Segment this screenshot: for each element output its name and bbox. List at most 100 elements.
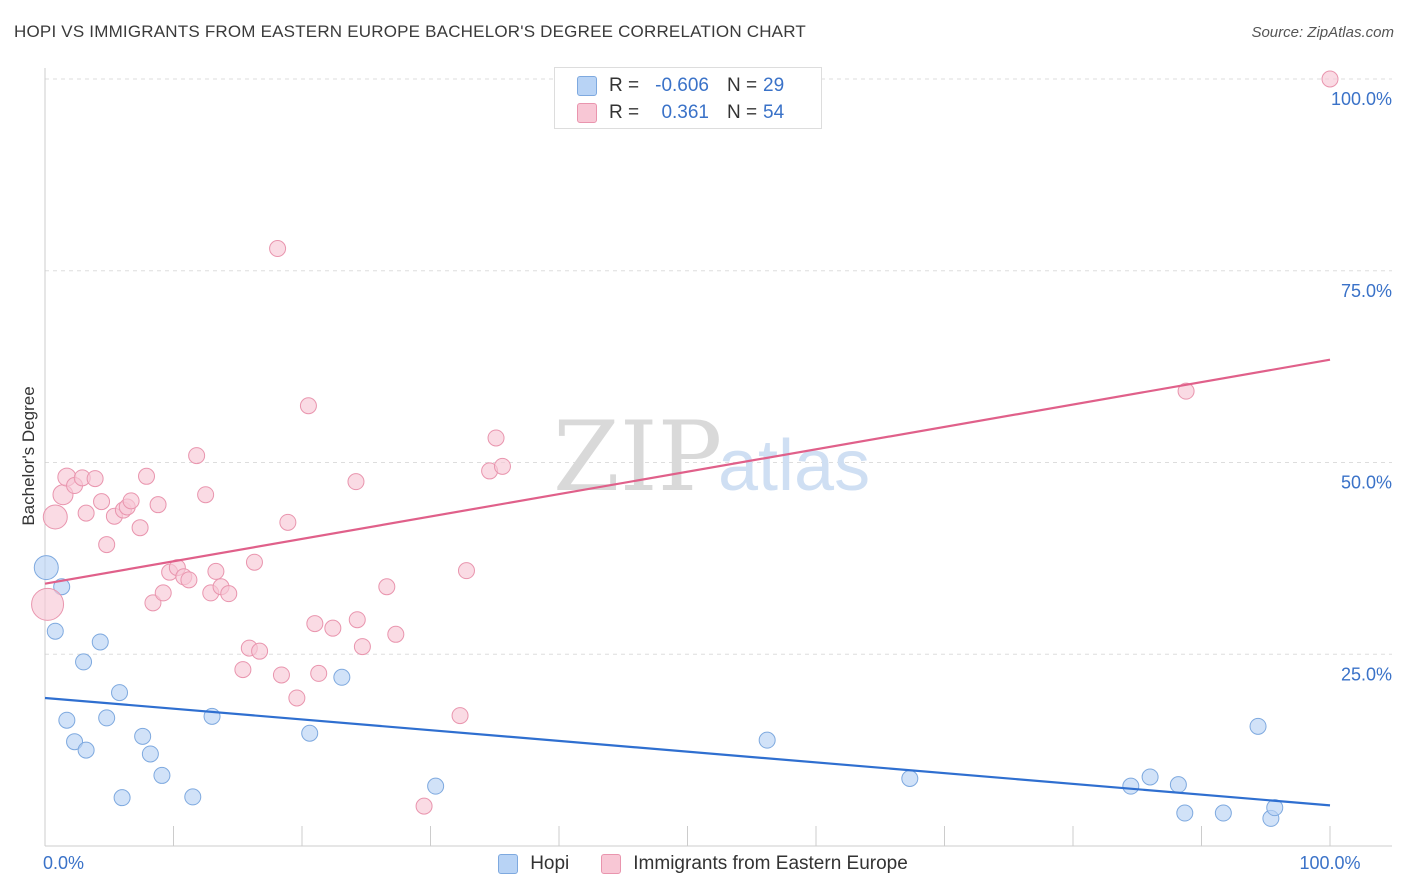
ee-point[interactable] bbox=[31, 587, 65, 621]
legend-item-ee[interactable]: Immigrants from Eastern Europe bbox=[601, 853, 908, 875]
n-label: N = bbox=[727, 102, 758, 123]
y-tick-label: 50.0% bbox=[1341, 473, 1392, 493]
n-label: N = bbox=[727, 75, 758, 96]
r-label: R = bbox=[609, 102, 640, 123]
hopi-point[interactable] bbox=[46, 622, 64, 640]
hopi-point[interactable] bbox=[33, 555, 59, 581]
watermark: ZIP atlas bbox=[553, 401, 870, 513]
hopi-point[interactable] bbox=[58, 711, 76, 729]
ee-swatch bbox=[601, 854, 622, 874]
points-layer bbox=[31, 70, 1339, 827]
ee-point[interactable] bbox=[415, 797, 433, 815]
hopi-point[interactable] bbox=[333, 668, 351, 686]
hopi-trend-line bbox=[44, 696, 1331, 807]
hopi-point[interactable] bbox=[1169, 776, 1187, 794]
ee-point[interactable] bbox=[98, 536, 116, 554]
legend-label-ee: Immigrants from Eastern Europe bbox=[633, 853, 908, 874]
ee-point[interactable] bbox=[299, 397, 317, 415]
hopi-point[interactable] bbox=[134, 727, 152, 745]
hopi-point[interactable] bbox=[141, 745, 159, 763]
legend-label-hopi: Hopi bbox=[530, 853, 570, 874]
hopi-point[interactable] bbox=[758, 731, 776, 749]
y-axis-label: Bachelor's Degree bbox=[19, 386, 38, 525]
ee-swatch bbox=[577, 103, 597, 123]
ee-point[interactable] bbox=[122, 492, 140, 510]
grid-layer bbox=[45, 78, 1392, 655]
ee-point[interactable] bbox=[131, 519, 149, 537]
r-label: R = bbox=[609, 75, 640, 96]
ee-point[interactable] bbox=[77, 504, 95, 522]
ee-point[interactable] bbox=[138, 467, 156, 485]
ee-trend-line bbox=[44, 358, 1331, 585]
y-tick-label: 75.0% bbox=[1341, 281, 1392, 301]
ee-point[interactable] bbox=[457, 562, 475, 580]
hopi-point[interactable] bbox=[153, 766, 171, 784]
hopi-point[interactable] bbox=[113, 789, 131, 807]
n-value: 29 bbox=[763, 75, 785, 96]
hopi-point[interactable] bbox=[66, 733, 84, 751]
hopi-point[interactable] bbox=[98, 709, 116, 727]
ee-point[interactable] bbox=[288, 689, 306, 707]
y-tick-label: 100.0% bbox=[1331, 89, 1392, 109]
stat-row-ee: R = 0.361 N = 54 bbox=[577, 100, 784, 126]
ee-point[interactable] bbox=[272, 666, 290, 684]
ee-point[interactable] bbox=[251, 642, 269, 660]
x-tick-label: 100.0% bbox=[1299, 853, 1360, 873]
r-value: -0.606 bbox=[655, 75, 709, 96]
ee-point[interactable] bbox=[353, 638, 371, 656]
ee-point[interactable] bbox=[197, 486, 215, 504]
ee-point[interactable] bbox=[269, 240, 287, 258]
hopi-point[interactable] bbox=[111, 684, 129, 702]
hopi-point[interactable] bbox=[1122, 777, 1140, 795]
hopi-point[interactable] bbox=[1176, 804, 1194, 822]
ee-point[interactable] bbox=[378, 578, 396, 596]
r-value: 0.361 bbox=[661, 102, 709, 123]
label-layer: 25.0% 50.0% 75.0% 100.0% 0.0% 100.0% bbox=[43, 89, 1392, 873]
ee-point[interactable] bbox=[324, 619, 342, 637]
ee-point[interactable] bbox=[234, 661, 252, 679]
x-tick-label: 0.0% bbox=[43, 853, 84, 873]
ee-point[interactable] bbox=[188, 447, 206, 465]
hopi-point[interactable] bbox=[184, 788, 202, 806]
axis-layer bbox=[44, 68, 1392, 847]
ee-point[interactable] bbox=[1321, 70, 1339, 88]
ee-point[interactable] bbox=[144, 594, 162, 612]
ee-point[interactable] bbox=[86, 470, 104, 488]
hopi-point[interactable] bbox=[901, 770, 919, 788]
hopi-point[interactable] bbox=[301, 724, 319, 742]
hopi-point[interactable] bbox=[53, 578, 71, 596]
ee-point[interactable] bbox=[347, 473, 365, 491]
ee-point[interactable] bbox=[348, 611, 366, 629]
hopi-point[interactable] bbox=[75, 653, 93, 671]
ee-point[interactable] bbox=[310, 664, 328, 682]
hopi-point[interactable] bbox=[427, 777, 445, 795]
ee-point[interactable] bbox=[279, 513, 297, 531]
hopi-point[interactable] bbox=[1141, 768, 1159, 786]
stats-legend: R = -0.606 N = 29 R = 0.361 N = 54 bbox=[554, 67, 822, 129]
n-value: 54 bbox=[763, 102, 785, 123]
chart-title: HOPI VS IMMIGRANTS FROM EASTERN EUROPE B… bbox=[14, 22, 806, 41]
ee-point[interactable] bbox=[220, 585, 238, 603]
ee-point[interactable] bbox=[149, 496, 167, 514]
bottom-legend: Hopi Immigrants from Eastern Europe bbox=[0, 850, 1406, 878]
ee-point[interactable] bbox=[245, 553, 263, 571]
ee-point[interactable] bbox=[387, 625, 405, 643]
ee-point[interactable] bbox=[1177, 382, 1195, 400]
hopi-point[interactable] bbox=[1214, 804, 1232, 822]
ee-point[interactable] bbox=[154, 584, 172, 602]
hopi-point[interactable] bbox=[91, 633, 109, 651]
source-label: Source: ZipAtlas.com bbox=[1251, 24, 1394, 41]
hopi-swatch bbox=[577, 76, 597, 96]
legend-item-hopi[interactable]: Hopi bbox=[498, 853, 569, 875]
ee-point[interactable] bbox=[207, 562, 225, 580]
ee-point[interactable] bbox=[93, 493, 111, 511]
ee-point[interactable] bbox=[42, 504, 68, 530]
ee-point[interactable] bbox=[306, 615, 324, 633]
ee-point[interactable] bbox=[487, 429, 505, 447]
ee-point[interactable] bbox=[180, 571, 198, 589]
hopi-point[interactable] bbox=[1249, 717, 1267, 735]
ee-point[interactable] bbox=[451, 707, 469, 725]
ee-point[interactable] bbox=[493, 457, 511, 475]
hopi-point[interactable] bbox=[77, 741, 95, 759]
